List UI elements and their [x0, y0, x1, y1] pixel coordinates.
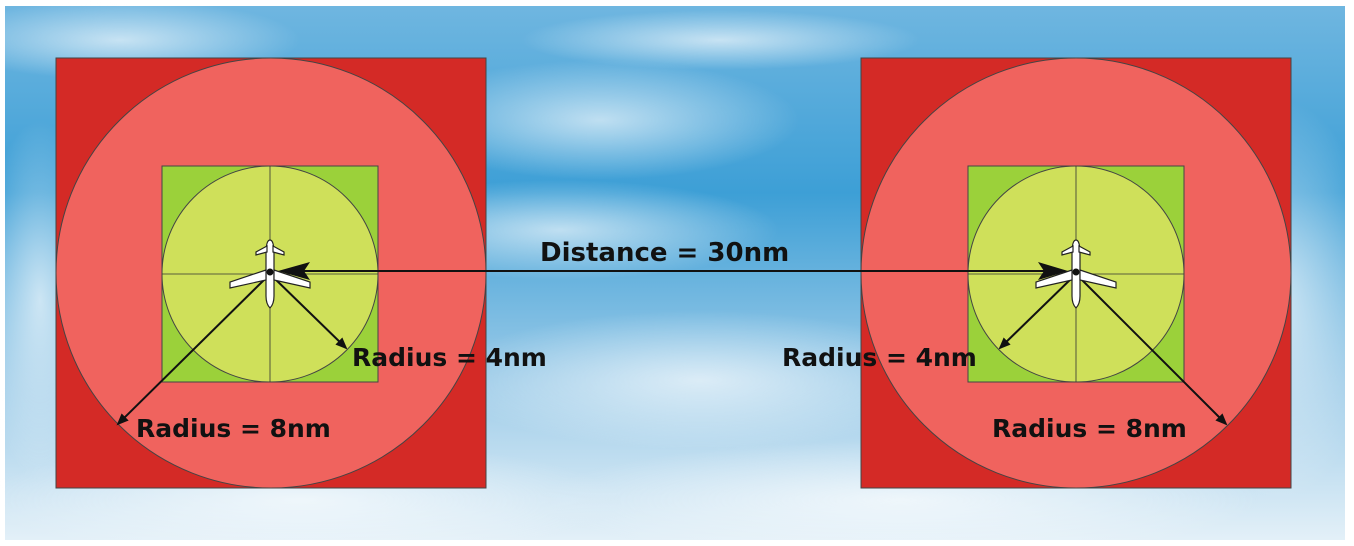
left-outer-radius-line: [116, 273, 271, 426]
distance-arrow-right: [1038, 262, 1068, 280]
left-zone: Radius = 4nm Radius = 8nm: [55, 57, 547, 489]
right-zone: Radius = 4nm Radius = 8nm: [782, 57, 1292, 489]
distance-label: Distance = 30nm: [540, 238, 789, 268]
right-inner-radius-line: [998, 273, 1077, 350]
right-outer-radius-label: Radius = 8nm: [992, 414, 1187, 443]
left-inner-radius-label: Radius = 4nm: [352, 343, 547, 372]
left-inner-radius-line: [269, 273, 348, 350]
right-inner-radius-label: Radius = 4nm: [782, 343, 977, 372]
right-outer-radius-line: [1075, 273, 1228, 426]
distance-indicator: Distance = 30nm: [278, 238, 1068, 280]
left-outer-radius-label: Radius = 8nm: [136, 414, 331, 443]
distance-arrow-left: [278, 262, 310, 280]
